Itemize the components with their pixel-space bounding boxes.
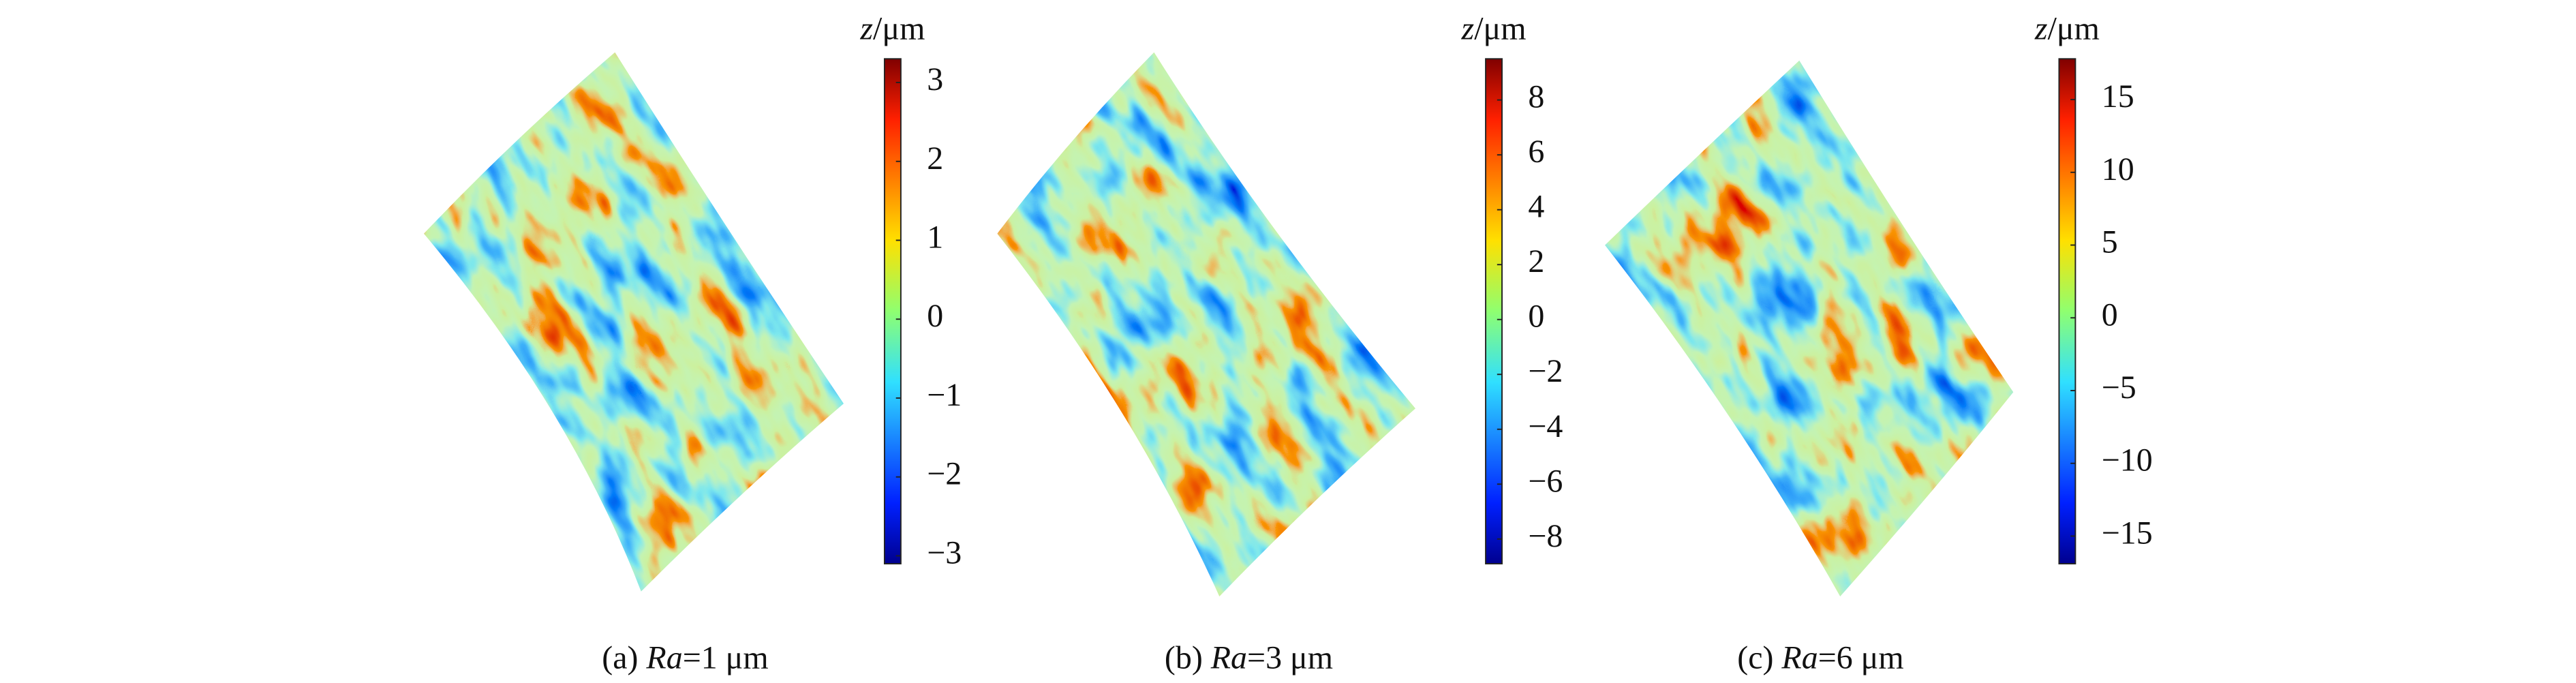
surface xyxy=(423,52,844,592)
colorbar-tick-label: 4 xyxy=(1528,189,1544,225)
caption-var: Ra xyxy=(1210,639,1247,676)
colorbar-tick-label: 0 xyxy=(2102,297,2118,333)
colorbar-label-var: z xyxy=(859,11,873,47)
colorbar-label: z/μm xyxy=(1461,11,1527,47)
colorbar-tick-label: 1 xyxy=(927,219,943,255)
caption-value: =6 μm xyxy=(1818,639,1904,676)
colorbar-tick-label: −15 xyxy=(2102,515,2153,551)
caption: (c) Ra=6 μm xyxy=(1737,639,1903,676)
caption-prefix: (b) xyxy=(1165,639,1203,676)
surface xyxy=(997,52,1415,596)
caption-var: Ra xyxy=(1781,639,1818,676)
colorbar-tick-label: 15 xyxy=(2102,78,2134,115)
colorbar-tick-label: −4 xyxy=(1528,408,1563,444)
surface xyxy=(1605,60,2014,596)
caption-prefix: (a) xyxy=(602,639,638,676)
colorbar xyxy=(1485,58,1503,564)
colorbar-tick-label: −5 xyxy=(2102,369,2136,406)
colorbar-tick-label: −2 xyxy=(1528,353,1563,389)
colorbar-tick-label: 0 xyxy=(927,298,943,334)
colorbar-label: z/μm xyxy=(2034,11,2100,47)
caption-prefix: (c) xyxy=(1737,639,1773,676)
colorbar-tick-label: 2 xyxy=(1528,243,1544,279)
colorbar xyxy=(2058,58,2076,564)
colorbar-label-unit: /μm xyxy=(873,11,925,47)
colorbar-tick-label: 2 xyxy=(927,140,943,177)
colorbar-tick-label: 0 xyxy=(1528,299,1544,335)
colorbar-tick-label: 5 xyxy=(2102,224,2118,260)
caption-value: =1 μm xyxy=(683,639,769,676)
colorbar-tick-label: 10 xyxy=(2102,151,2134,187)
colorbar-tick-label: −10 xyxy=(2102,442,2153,479)
surface-texture xyxy=(997,52,1415,596)
colorbar-label-unit: /μm xyxy=(1474,11,1526,47)
colorbar-tick-label: −8 xyxy=(1528,518,1563,554)
colorbar-label-unit: /μm xyxy=(2048,11,2100,47)
colorbar-tick-label: −3 xyxy=(927,534,962,571)
colorbar-label-var: z xyxy=(2034,11,2048,47)
colorbar-tick-label: −6 xyxy=(1528,463,1563,499)
colorbar-tick-label: 6 xyxy=(1528,134,1544,170)
colorbar xyxy=(883,58,902,564)
colorbar-label: z/μm xyxy=(859,11,925,47)
caption: (a) Ra=1 μm xyxy=(602,639,768,676)
colorbar-tick-label: −1 xyxy=(927,377,962,413)
colorbar-tick-label: 8 xyxy=(1528,79,1544,115)
colorbar-label-var: z xyxy=(1461,11,1475,47)
colorbar-tick-label: 3 xyxy=(927,61,943,97)
caption-value: =3 μm xyxy=(1247,639,1333,676)
caption: (b) Ra=3 μm xyxy=(1165,639,1333,676)
surface-texture xyxy=(1605,60,2014,596)
caption-var: Ra xyxy=(645,639,682,676)
surface-texture xyxy=(423,52,844,592)
colorbar-tick-label: −2 xyxy=(927,456,962,492)
